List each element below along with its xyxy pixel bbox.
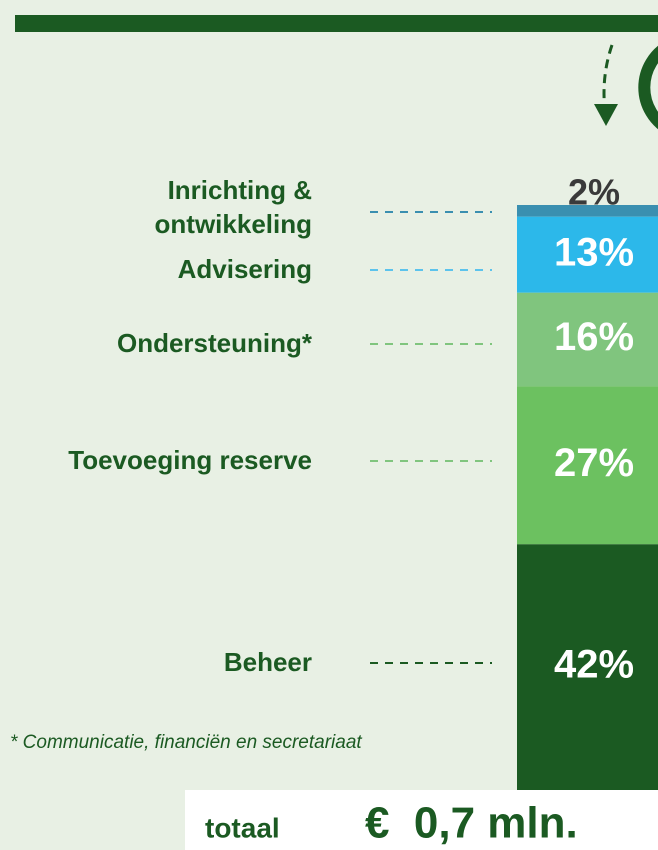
value-label: 2% [568, 172, 620, 213]
category-label: Inrichting & ontwikkeling [154, 175, 312, 239]
bar-segment [517, 216, 658, 293]
category-label: Toevoeging reserve [68, 445, 312, 475]
bar-segment [517, 544, 658, 790]
total-value: € 0,7 mln. [365, 799, 578, 848]
footnote: * Communicatie, financiën en secretariaa… [10, 732, 362, 753]
bar-segment [517, 292, 658, 387]
bar-segment [517, 386, 658, 545]
total-label: totaal [205, 812, 280, 843]
total-box [185, 790, 658, 850]
category-label: Advisering [177, 254, 312, 284]
top-rule [15, 15, 658, 32]
bar-segment [517, 205, 658, 217]
arrow-head [594, 104, 618, 126]
circle-arc [638, 45, 658, 130]
value-label: 13% [554, 230, 634, 274]
category-label: Ondersteuning* [116, 328, 312, 358]
value-label: 27% [554, 441, 634, 485]
category-label: Beheer [223, 647, 312, 677]
value-label: 16% [554, 315, 634, 359]
value-label: 42% [554, 643, 634, 687]
